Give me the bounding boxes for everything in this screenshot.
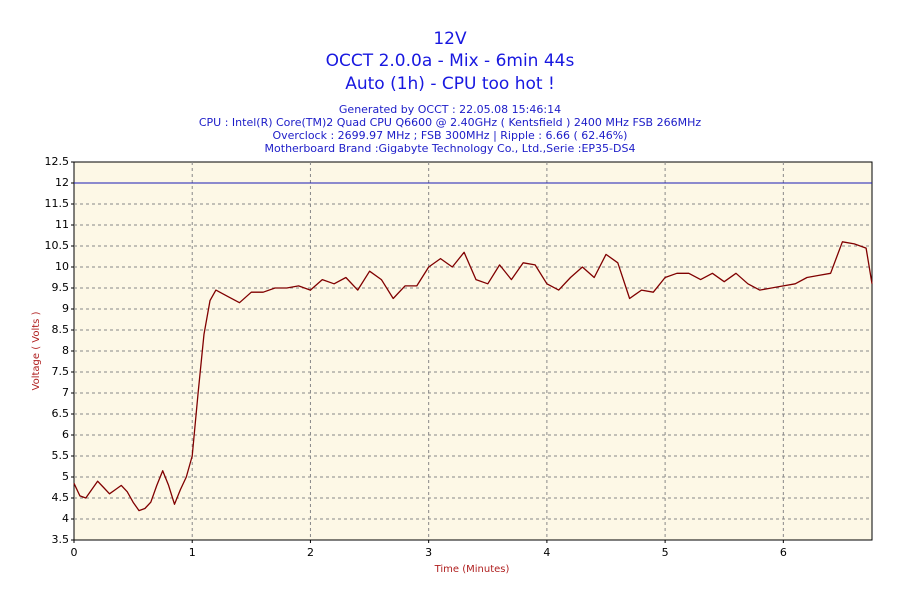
chart-title: 12V xyxy=(433,29,467,49)
x-tick-label: 6 xyxy=(780,546,787,559)
y-tick-label: 6.5 xyxy=(52,407,70,420)
y-tick-label: 12 xyxy=(55,176,69,189)
info-line: Motherboard Brand :Gigabyte Technology C… xyxy=(265,142,636,155)
y-tick-label: 9 xyxy=(62,302,69,315)
chart-subtitle: Auto (1h) - CPU too hot ! xyxy=(345,74,555,94)
info-line: Generated by OCCT : 22.05.08 15:46:14 xyxy=(339,103,561,116)
y-tick-label: 11.5 xyxy=(45,197,70,210)
y-tick-label: 7.5 xyxy=(52,365,70,378)
y-tick-label: 8 xyxy=(62,344,69,357)
y-tick-label: 3.5 xyxy=(52,533,70,546)
x-tick-label: 1 xyxy=(189,546,196,559)
y-tick-label: 11 xyxy=(55,218,69,231)
y-tick-label: 5.5 xyxy=(52,449,70,462)
y-tick-label: 10 xyxy=(55,260,69,273)
y-axis-label: Voltage ( Volts ) xyxy=(31,311,42,390)
x-axis-label: Time (Minutes) xyxy=(434,564,510,575)
y-tick-label: 6 xyxy=(62,428,69,441)
x-tick-label: 3 xyxy=(425,546,432,559)
y-tick-label: 4.5 xyxy=(52,491,70,504)
y-tick-label: 7 xyxy=(62,386,69,399)
y-tick-label: 12.5 xyxy=(45,155,70,168)
x-tick-label: 4 xyxy=(543,546,550,559)
x-tick-label: 2 xyxy=(307,546,314,559)
x-tick-label: 5 xyxy=(662,546,669,559)
info-line: CPU : Intel(R) Core(TM)2 Quad CPU Q6600 … xyxy=(199,116,701,129)
chart-subtitle: OCCT 2.0.0a - Mix - 6min 44s xyxy=(326,51,575,71)
info-line: Overclock : 2699.97 MHz ; FSB 300MHz | R… xyxy=(273,129,628,142)
x-tick-label: 0 xyxy=(71,546,78,559)
y-tick-label: 4 xyxy=(62,512,69,525)
data-line xyxy=(73,241,873,512)
y-tick-label: 10.5 xyxy=(45,239,70,252)
y-tick-label: 5 xyxy=(62,470,69,483)
y-tick-label: 8.5 xyxy=(52,323,70,336)
y-tick-label: 9.5 xyxy=(52,281,70,294)
